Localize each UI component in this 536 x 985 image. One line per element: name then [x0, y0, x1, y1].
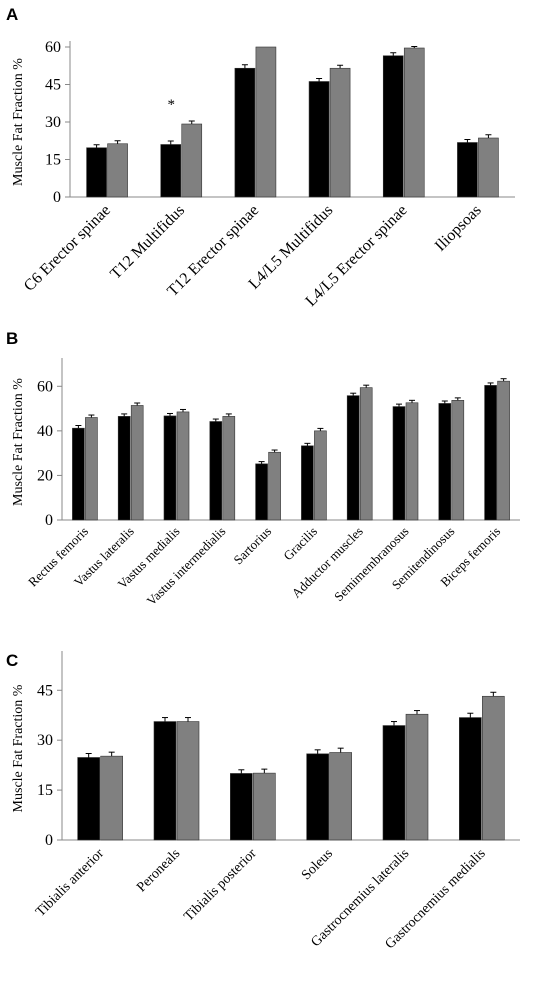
bar [268, 451, 281, 521]
bar [382, 725, 406, 841]
category-label: C6 Erector spinae [21, 202, 114, 295]
bar [314, 430, 327, 521]
bar [346, 395, 360, 521]
bar [85, 417, 98, 521]
bar [100, 755, 123, 841]
bar [222, 416, 236, 521]
category-label: Sartorius [230, 524, 274, 568]
y-tick-label: 20 [37, 467, 53, 484]
bar [234, 67, 256, 198]
bar [255, 463, 268, 521]
bar [459, 717, 482, 841]
y-tick-label: 40 [37, 423, 53, 440]
y-tick-label: 30 [45, 114, 61, 131]
category-label: Gracilis [280, 524, 320, 564]
bar [359, 387, 373, 521]
bar [438, 403, 452, 521]
bar [163, 415, 177, 521]
bar [306, 753, 329, 841]
bar [253, 772, 276, 841]
category-label: Peroneals [134, 846, 183, 895]
significance-marker: * [168, 97, 176, 113]
bar [77, 757, 100, 841]
panel-label: A [6, 5, 18, 24]
bar [405, 713, 429, 841]
panel-label: C [6, 651, 18, 670]
bar [230, 773, 253, 841]
bar [478, 137, 499, 198]
bar [301, 445, 314, 521]
panel-label: B [6, 329, 18, 348]
bar [497, 380, 510, 521]
bar [153, 721, 177, 841]
y-tick-label: 15 [37, 782, 53, 799]
bar [403, 47, 425, 198]
category-label: Tibialis anterior [33, 846, 107, 920]
bar [72, 427, 85, 521]
category-label: Tibialis posterior [181, 846, 259, 924]
panel-C: C 0 15 30 45 Muscle Fat Fraction % Tibialis an… [6, 651, 520, 952]
bar [176, 721, 200, 841]
bar [329, 67, 351, 198]
panel-A: A 0 15 30 45 60 Muscle Fat Fraction % C6 Erecto… [6, 5, 515, 310]
y-tick-label: 0 [53, 189, 61, 206]
y-tick-label: 60 [37, 378, 53, 395]
bar [107, 143, 128, 198]
category-label: Soleus [299, 846, 336, 883]
bar [117, 416, 131, 521]
bar [482, 695, 505, 841]
y-axis-label: Muscle Fat Fraction % [11, 58, 26, 186]
bar [329, 752, 352, 841]
y-axis-label: Muscle Fat Fraction % [11, 378, 26, 506]
bar [308, 81, 330, 198]
bar [382, 55, 404, 198]
bar [457, 142, 478, 198]
bar [209, 421, 223, 521]
y-tick-label: 60 [45, 39, 61, 56]
bar [86, 147, 107, 198]
bar [160, 144, 182, 198]
y-tick-label: 30 [37, 732, 53, 749]
y-tick-label: 0 [45, 512, 53, 529]
y-tick-label: 15 [45, 152, 61, 169]
category-label: T12 Multifidus [107, 202, 188, 283]
bar [451, 400, 465, 521]
bar [176, 411, 190, 521]
category-label: Vastus intermedialis [144, 524, 229, 609]
bar [405, 402, 419, 521]
bar [130, 405, 144, 521]
y-tick-label: 45 [37, 682, 53, 699]
bar [484, 385, 497, 521]
y-tick-label: 45 [45, 77, 61, 94]
bar [392, 406, 406, 521]
y-axis-label: Muscle Fat Fraction % [11, 684, 26, 812]
category-label: Iliopsoas [432, 202, 485, 255]
y-tick-label: 0 [45, 832, 53, 849]
bar [255, 46, 277, 198]
bar [181, 123, 203, 198]
